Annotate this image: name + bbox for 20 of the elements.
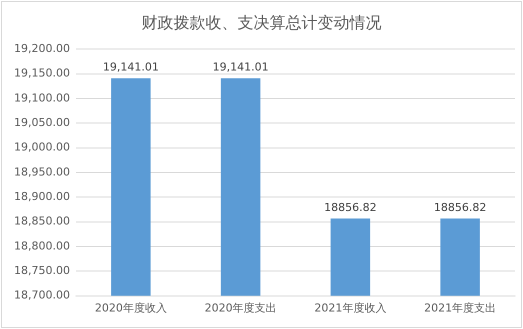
data-label: 19,141.01 [212,60,269,74]
data-label: 18856.82 [434,200,486,214]
x-tick-label: 2021年度支出 [424,301,496,314]
y-tick-label: 19,000.00 [14,140,70,154]
x-tick-label: 2021年度收入 [314,301,386,314]
y-tick-label: 19,100.00 [14,91,70,104]
y-tick-label: 18,700.00 [14,288,70,302]
x-tick-label: 2020年度支出 [204,301,277,314]
y-tick-label: 18,750.00 [14,264,70,277]
y-tick-label: 19,050.00 [14,116,70,130]
y-tick-label: 18,800.00 [14,239,70,252]
x-tick-label: 2020年度收入 [94,301,167,314]
data-label: 19,141.01 [102,60,159,74]
y-tick-label: 18,850.00 [14,214,70,228]
data-label: 18856.82 [324,200,377,214]
y-tick-label: 19,200.00 [14,42,70,56]
y-tick-label: 18,900.00 [14,190,70,204]
y-tick-label: 18,950.00 [14,165,70,178]
chart-title: 财政拨款收、支决算总计变动情况 [142,12,382,32]
y-tick-label: 19,150.00 [14,66,70,80]
